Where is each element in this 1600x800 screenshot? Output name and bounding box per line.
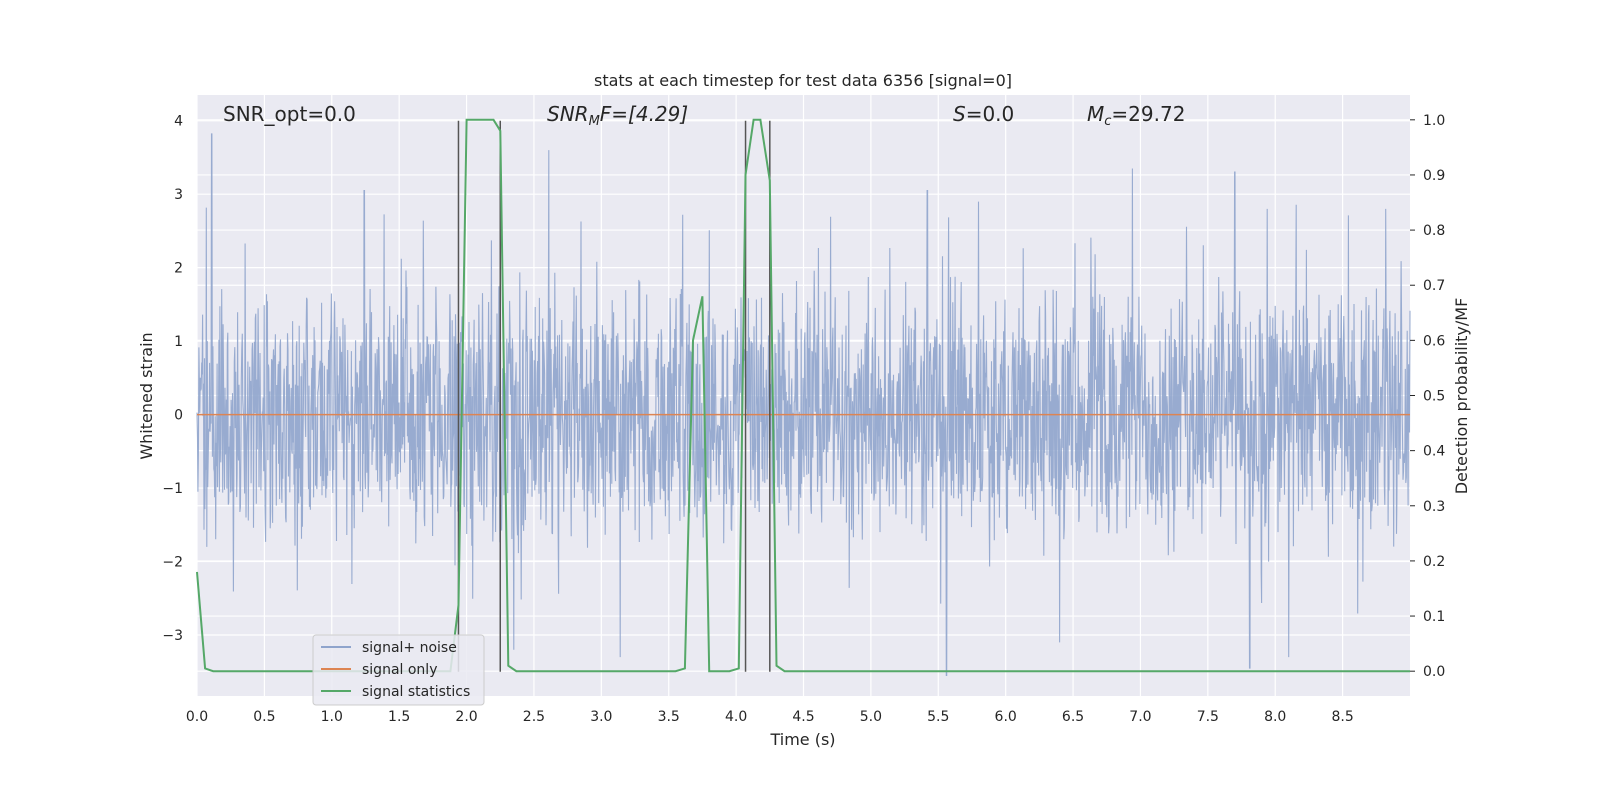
x-tick-label: 5.5 [927, 709, 949, 725]
y-left-tick-label: 0 [174, 408, 183, 424]
annotation-snr-mf: SNRMF=[4.29] [547, 102, 688, 129]
x-tick-label: 1.0 [321, 709, 343, 725]
x-tick-label: 2.5 [523, 709, 545, 725]
x-tick-label: 0.0 [186, 709, 208, 725]
x-axis-ticks: 0.0 0.5 1.0 1.5 2.0 2.5 3.0 3.5 4.0 4.5 5.0 5.5 6.0 6… [186, 709, 1354, 725]
x-axis-label: Time (s) [769, 730, 835, 749]
x-tick-label: 6.0 [995, 709, 1017, 725]
y-right-tick-label: 0.7 [1423, 278, 1445, 294]
legend-box [312, 634, 485, 706]
annotation-mc: Mc=29.72 [1087, 102, 1185, 129]
annotation-mc-sub: c [1104, 114, 1111, 129]
legend-label-statistics: signal statistics [362, 684, 470, 700]
annotation-s-main: S [953, 102, 966, 126]
annotation-snr-mf-rest: F=[4.29] [600, 102, 688, 126]
x-tick-label: 7.5 [1197, 709, 1219, 725]
y-right-tick-label: 0.9 [1423, 168, 1445, 184]
y-left-tick-label: −2 [162, 555, 183, 571]
series-signal-noise [196, 133, 1411, 676]
annotation-s: S=0.0 [953, 102, 1014, 126]
x-tick-label: 5.0 [860, 709, 882, 725]
legend-label-signal-only: signal only [362, 662, 437, 678]
y-left-tick-label: 1 [174, 334, 183, 350]
y-left-tick-label: 2 [174, 261, 183, 277]
annotation-s-rest: =0.0 [966, 102, 1015, 126]
annotation-snr-mf-sub: M [589, 114, 600, 129]
noise-trace [196, 133, 1411, 676]
legend-label-noise: signal+ noise [362, 640, 457, 656]
y-axis-right-label: Detection probability/MF [1452, 298, 1471, 495]
y-axis-left-ticks: −3 −2 −1 0 1 2 3 4 [162, 114, 183, 644]
y-left-tick-label: −1 [162, 481, 183, 497]
legend: signal+ noise signal only signal statist… [312, 634, 485, 706]
series-signal-statistics [196, 118, 1410, 673]
x-tick-label: 8.0 [1264, 709, 1286, 725]
x-tick-label: 3.0 [590, 709, 612, 725]
statistics-line [196, 118, 1410, 673]
y-right-tick-label: 0.1 [1423, 609, 1445, 625]
annotation-snr-mf-main: SNR [547, 102, 589, 126]
x-tick-label: 2.0 [455, 709, 477, 725]
y-left-tick-label: 3 [174, 187, 183, 203]
x-tick-label: 0.5 [253, 709, 275, 725]
y-right-tick-label: 0.4 [1423, 444, 1445, 460]
y-right-tick-label: 1.0 [1423, 113, 1445, 129]
y-right-tick-label: 0.2 [1423, 554, 1445, 570]
y-right-tick-label: 0.0 [1423, 664, 1445, 680]
x-tick-label: 4.0 [725, 709, 747, 725]
y-axis-right-ticks: 0.0 0.1 0.2 0.3 0.4 0.5 0.6 0.7 0.8 0.9 1.0 [1410, 113, 1445, 680]
chart-title: stats at each timestep for test data 635… [594, 71, 1012, 90]
y-right-tick-label: 0.3 [1423, 499, 1445, 515]
y-axis-left-label: Whitened strain [137, 332, 156, 459]
x-tick-label: 3.5 [658, 709, 680, 725]
y-right-tick-label: 0.6 [1423, 333, 1445, 349]
y-left-tick-label: −3 [162, 628, 183, 644]
x-tick-label: 7.0 [1129, 709, 1151, 725]
annotation-snr-opt: SNR_opt=0.0 [223, 102, 356, 126]
x-tick-label: 1.5 [388, 709, 410, 725]
y-right-tick-label: 0.5 [1423, 389, 1445, 405]
y-right-tick-label: 0.8 [1423, 223, 1445, 239]
annotation-mc-rest: =29.72 [1111, 102, 1185, 126]
x-tick-label: 8.5 [1331, 709, 1353, 725]
y-left-tick-label: 4 [174, 114, 183, 130]
x-tick-label: 4.5 [792, 709, 814, 725]
x-tick-label: 6.5 [1062, 709, 1084, 725]
annotation-mc-main: M [1087, 102, 1104, 126]
